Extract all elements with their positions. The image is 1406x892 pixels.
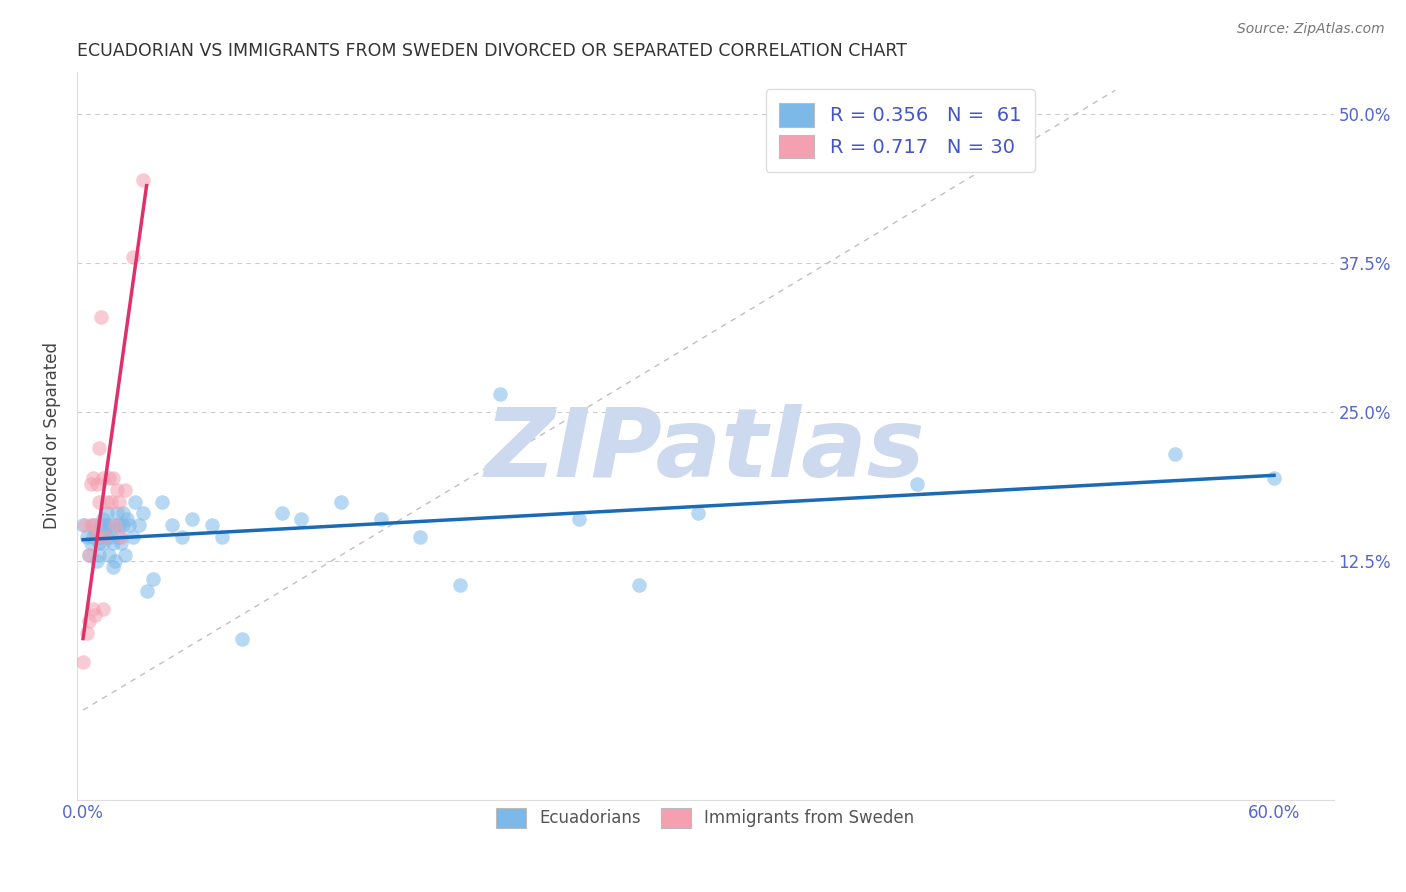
Point (111, 518, 134, 533)
Point (84, 518, 107, 533)
Point (100, 530, 122, 544)
Point (90, 518, 112, 533)
Point (111, 507, 134, 521)
Point (270, 507, 292, 521)
Text: ECUADORIAN VS IMMIGRANTS FROM SWEDEN DIVORCED OR SEPARATED CORRELATION CHART: ECUADORIAN VS IMMIGRANTS FROM SWEDEN DIV… (77, 42, 907, 60)
Point (181, 512, 204, 526)
Point (84, 524, 107, 539)
Point (80, 536, 103, 550)
Point (107, 518, 129, 533)
Text: Source: ZipAtlas.com: Source: ZipAtlas.com (1237, 22, 1385, 37)
Point (141, 572, 163, 586)
Point (96, 530, 118, 544)
Point (115, 512, 138, 526)
Point (72, 656, 94, 670)
Point (91, 512, 114, 526)
Point (105, 483, 128, 497)
Point (80, 518, 103, 533)
Point (627, 578, 650, 592)
Point (128, 518, 150, 533)
Point (86, 554, 108, 568)
Point (76, 625, 98, 640)
Point (91, 536, 114, 550)
Point (110, 530, 132, 544)
Point (97, 548, 120, 562)
Point (905, 476, 928, 491)
Point (73, 518, 96, 533)
Point (107, 530, 129, 544)
Point (135, 583, 157, 598)
Point (80, 476, 103, 491)
Point (82, 530, 104, 544)
Point (86, 530, 108, 544)
Point (77, 614, 100, 628)
Point (110, 536, 132, 550)
Point (101, 536, 124, 550)
Point (82, 518, 104, 533)
Point (172, 530, 194, 544)
Point (1164, 447, 1187, 461)
Point (101, 560, 124, 574)
Point (82, 602, 104, 616)
Point (87, 536, 110, 550)
Point (162, 518, 184, 533)
Point (152, 494, 174, 508)
Point (94, 524, 117, 539)
Point (121, 250, 143, 264)
Point (86, 476, 108, 491)
Point (104, 518, 127, 533)
Point (688, 507, 710, 521)
Point (131, 507, 153, 521)
Point (91, 602, 114, 616)
Point (76, 530, 98, 544)
Point (90, 310, 112, 324)
Point (91, 471, 114, 485)
Point (114, 548, 136, 562)
Point (107, 494, 129, 508)
Point (118, 518, 141, 533)
Point (131, 172, 153, 186)
Point (82, 471, 104, 485)
Y-axis label: Divorced or Separated: Divorced or Separated (44, 343, 60, 530)
Point (104, 518, 127, 533)
Point (77, 548, 100, 562)
Point (124, 494, 146, 508)
Point (77, 548, 100, 562)
Point (104, 554, 127, 568)
Point (409, 530, 432, 544)
Point (211, 530, 233, 544)
Point (489, 387, 512, 401)
Point (449, 578, 471, 592)
Point (87, 494, 110, 508)
Point (105, 507, 128, 521)
Point (370, 512, 392, 526)
Point (96, 494, 118, 508)
Point (87, 548, 110, 562)
Point (1263, 471, 1285, 485)
Point (121, 530, 143, 544)
Point (114, 483, 136, 497)
Point (94, 530, 117, 544)
Point (201, 518, 224, 533)
Point (72, 518, 94, 533)
Legend: Ecuadorians, Immigrants from Sweden: Ecuadorians, Immigrants from Sweden (489, 801, 921, 835)
Point (94, 518, 117, 533)
Point (568, 512, 591, 526)
Text: ZIPatlas: ZIPatlas (485, 404, 925, 497)
Point (101, 471, 124, 485)
Point (87, 441, 110, 455)
Point (96, 507, 118, 521)
Point (290, 512, 312, 526)
Point (100, 494, 122, 508)
Point (84, 607, 107, 622)
Point (97, 518, 120, 533)
Point (330, 494, 353, 508)
Point (231, 632, 253, 646)
Point (86, 530, 108, 544)
Point (90, 530, 112, 544)
Point (97, 471, 120, 485)
